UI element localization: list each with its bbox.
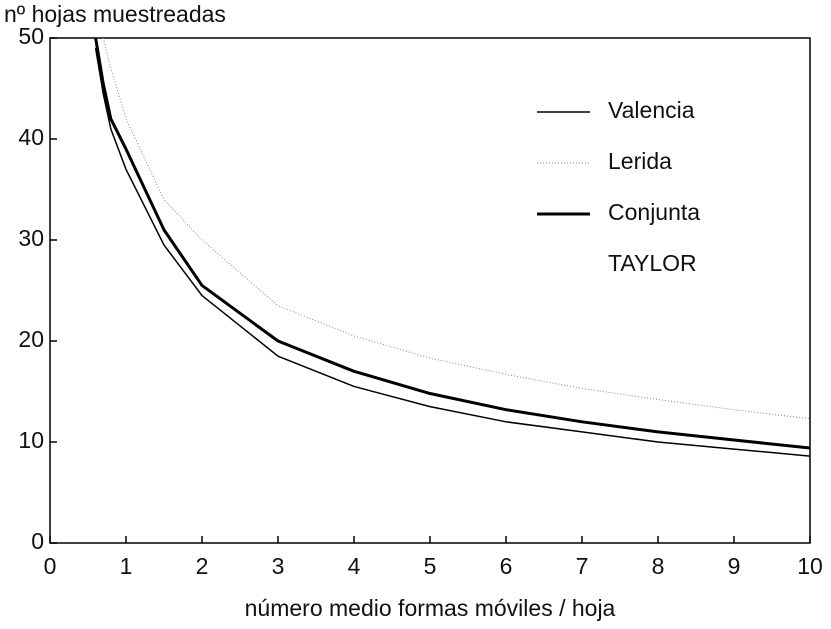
annotation: TAYLOR [608,250,697,276]
x-tick-label: 10 [797,553,823,579]
x-tick-label: 4 [348,553,361,579]
legend-label: Lerida [608,148,672,174]
x-tick-label: 8 [652,553,665,579]
y-tick-label: 0 [31,528,44,554]
series-line [94,38,810,450]
plot-frame [49,37,811,544]
x-tick-label: 3 [272,553,285,579]
legend-label: Conjunta [608,199,700,225]
y-tick-label: 50 [18,23,44,49]
legend-label: Valencia [608,97,695,123]
x-tick-label: 7 [576,553,589,579]
x-tick-label: 0 [44,553,57,579]
series-line [102,38,810,420]
x-tick-label: 6 [500,553,513,579]
y-tick-label: 40 [18,124,44,150]
x-axis-label: número medio formas móviles / hoja [245,595,616,621]
x-tick-label: 5 [424,553,437,579]
series-line [94,47,810,457]
x-tick-label: 2 [196,553,209,579]
y-axis-label: nº hojas muestreadas [4,1,226,27]
y-tick-label: 30 [18,225,44,251]
x-tick-label: 9 [728,553,741,579]
y-tick-label: 10 [18,427,44,453]
x-tick-label: 1 [120,553,133,579]
y-tick-label: 20 [18,326,44,352]
